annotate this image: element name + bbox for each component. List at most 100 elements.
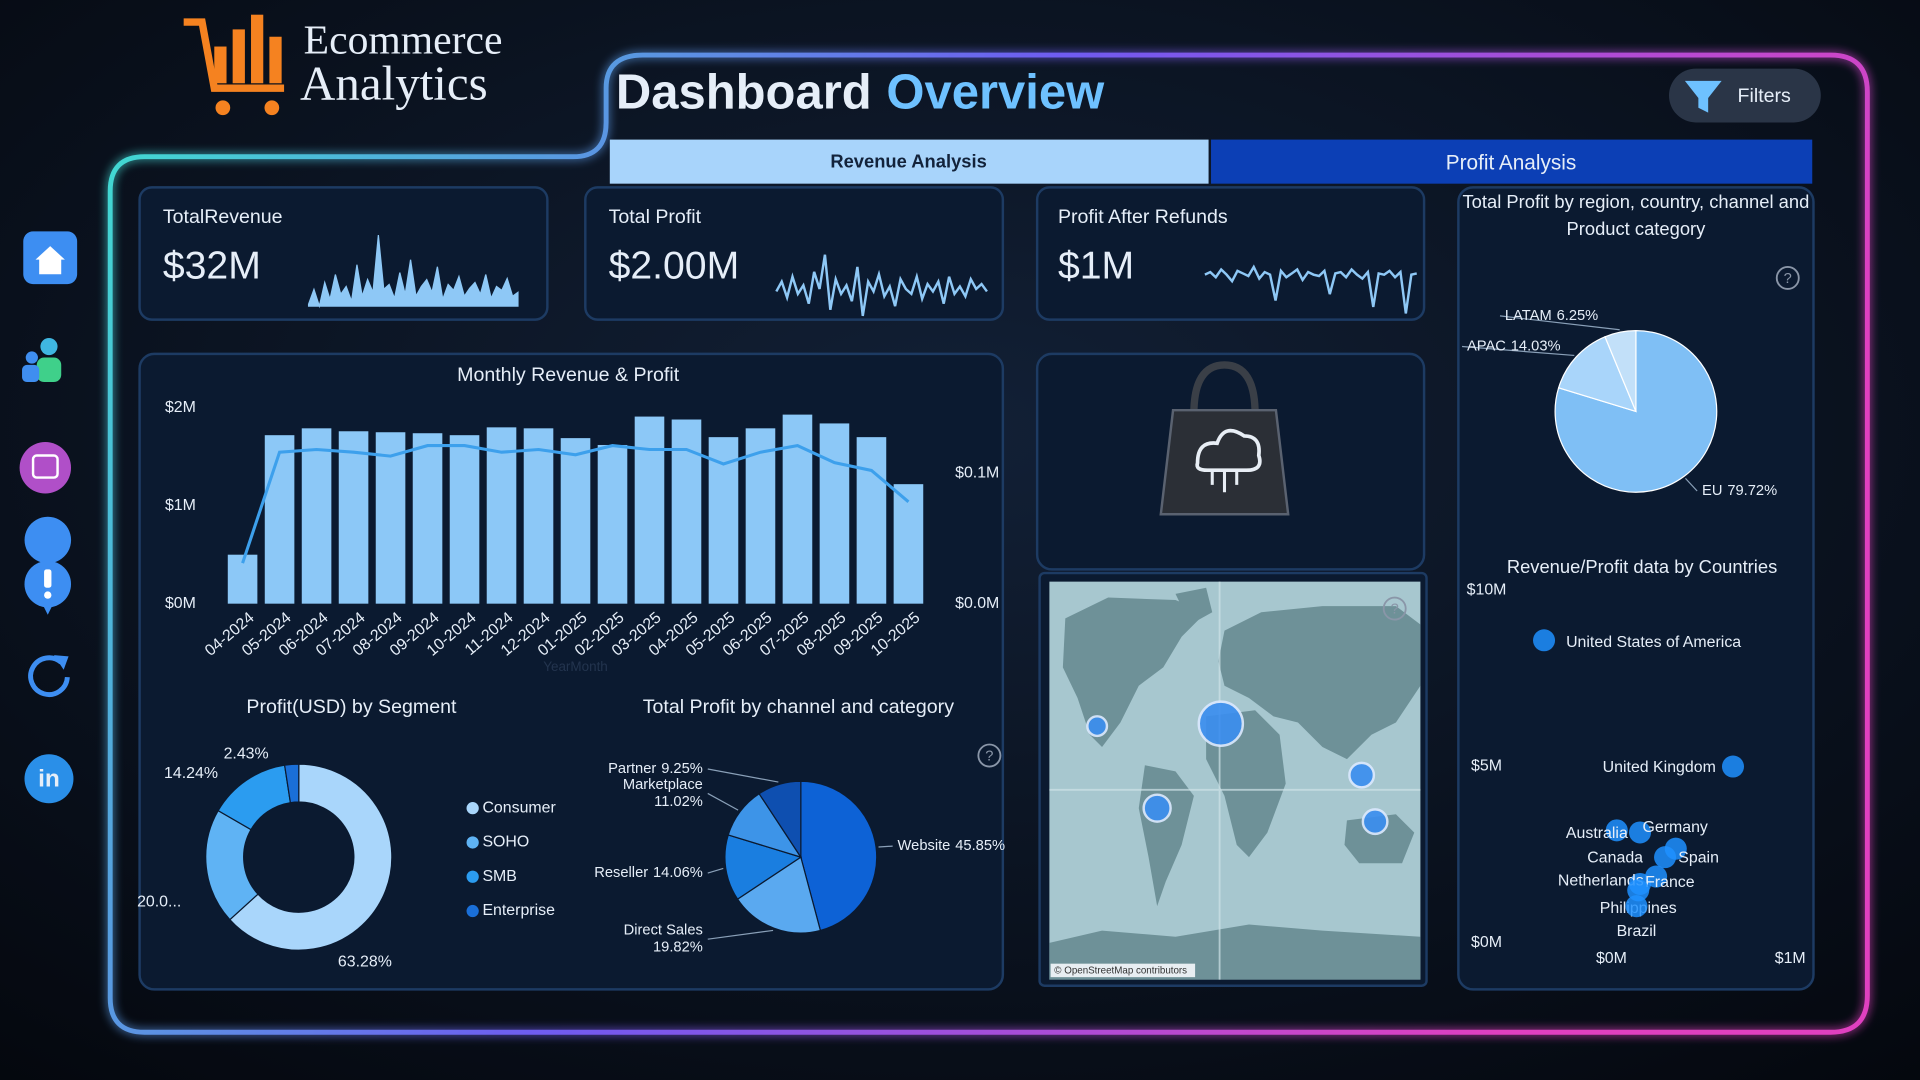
help-glyph[interactable]: ? bbox=[1391, 602, 1399, 618]
bar bbox=[486, 427, 517, 604]
bar bbox=[264, 435, 295, 604]
scatter-point bbox=[1645, 865, 1668, 888]
slice-label: 2.43% bbox=[224, 745, 269, 762]
x-tick-label: $1M bbox=[1775, 950, 1806, 967]
y-tick-label: $2M bbox=[165, 399, 196, 416]
point-label: Germany bbox=[1642, 819, 1707, 836]
sparkline bbox=[1204, 264, 1418, 314]
y-tick-label: $0M bbox=[165, 595, 196, 612]
slice-name: Reseller bbox=[594, 865, 648, 881]
x-axis-label: YearMonth bbox=[543, 659, 608, 674]
filters-label[interactable]: Filters bbox=[1738, 85, 1792, 107]
slice-value: 11.02% bbox=[654, 794, 703, 810]
tab[interactable] bbox=[1211, 139, 1813, 184]
legend-swatch bbox=[466, 904, 479, 918]
home-glyph bbox=[35, 246, 65, 275]
chart-title: Total Profit by channel and category bbox=[643, 696, 954, 718]
region-title-box: Total Profit by region, country, channel… bbox=[1462, 192, 1810, 240]
credit-bg bbox=[1050, 963, 1196, 978]
slice-value: 14.06% bbox=[653, 865, 703, 881]
leader-line bbox=[707, 768, 779, 783]
scatter-point bbox=[1605, 819, 1628, 842]
leader-line bbox=[707, 929, 774, 940]
point-label: Spain bbox=[1678, 850, 1719, 867]
alert-icon[interactable] bbox=[24, 516, 72, 615]
bar bbox=[523, 428, 554, 604]
slice bbox=[283, 763, 300, 804]
kpi-value: $32M bbox=[163, 245, 261, 288]
map-bubbles bbox=[1086, 700, 1389, 836]
logo-icon bbox=[183, 14, 285, 116]
chart-title: Total Profit by region, country, channel… bbox=[1462, 192, 1810, 240]
tab-label[interactable]: Revenue Analysis bbox=[830, 151, 986, 172]
slice-value: 14.03% bbox=[1511, 338, 1561, 354]
leader-line bbox=[878, 845, 893, 848]
title-part: Overview bbox=[886, 65, 1105, 119]
linkedin-glyph: in bbox=[38, 765, 60, 792]
slice-value: 6.25% bbox=[1557, 308, 1599, 324]
slice bbox=[758, 780, 802, 860]
scatter-point bbox=[1664, 837, 1687, 860]
help-glyph[interactable]: ? bbox=[985, 749, 993, 765]
store-glyph bbox=[31, 454, 59, 479]
slice-label: 20.0... bbox=[137, 894, 181, 911]
leader-line bbox=[1684, 477, 1698, 492]
refresh-icon[interactable] bbox=[28, 655, 70, 697]
title-part: Dashboard bbox=[616, 65, 872, 119]
slice-value: 19.82% bbox=[653, 940, 703, 956]
bar bbox=[856, 437, 887, 604]
filters-button[interactable]: Filters bbox=[1668, 68, 1821, 123]
bag-icon bbox=[1159, 361, 1290, 516]
store-icon[interactable] bbox=[19, 442, 72, 494]
slice-label: Reseller 14.06% bbox=[594, 865, 703, 881]
slice-label: Marketplace bbox=[623, 777, 703, 793]
alert-glyph bbox=[44, 569, 52, 588]
leader-line bbox=[707, 867, 724, 874]
bar bbox=[819, 423, 850, 604]
people-icon[interactable] bbox=[22, 337, 62, 383]
scatter-point bbox=[1629, 821, 1652, 844]
y2-tick-label: $0.0M bbox=[955, 595, 999, 612]
leader-line bbox=[1461, 345, 1575, 357]
kpi-label: Profit After Refunds bbox=[1058, 206, 1228, 228]
legend-label: SMB bbox=[482, 868, 516, 885]
chart-card bbox=[1457, 186, 1815, 991]
x-tick-label: $0M bbox=[1596, 950, 1627, 967]
slice-label: Partner 9.25% bbox=[608, 761, 703, 777]
bar bbox=[597, 444, 628, 604]
slice bbox=[1604, 329, 1637, 412]
tab-label[interactable]: Profit Analysis bbox=[1446, 152, 1577, 175]
y-tick-label: $10M bbox=[1467, 581, 1507, 598]
chart-title: Profit(USD) by Segment bbox=[246, 696, 457, 718]
point-label: Australia bbox=[1566, 825, 1628, 842]
bar bbox=[745, 428, 776, 604]
point-label: Brazil bbox=[1617, 923, 1657, 940]
help-glyph[interactable]: ? bbox=[1784, 271, 1792, 287]
legend-label: SOHO bbox=[482, 834, 529, 851]
slice-name: EU bbox=[1702, 483, 1722, 499]
legend-label: Consumer bbox=[482, 799, 556, 816]
slice-label: 14.24% bbox=[164, 765, 218, 782]
slice-label: 63.28% bbox=[338, 954, 392, 971]
scatter-point bbox=[1721, 755, 1745, 778]
slice-label: EU 79.72% bbox=[1702, 483, 1777, 499]
bar bbox=[449, 435, 480, 604]
page-title: Dashboard Overview bbox=[616, 65, 1105, 119]
bar bbox=[893, 484, 924, 604]
kpi-value: $2.00M bbox=[609, 245, 740, 288]
help-icons bbox=[977, 266, 1800, 768]
tab[interactable] bbox=[609, 139, 1209, 184]
y2-tick-label: $0.1M bbox=[955, 464, 999, 481]
linkedin-icon[interactable] bbox=[24, 754, 74, 804]
legend-label: Enterprise bbox=[482, 902, 555, 919]
logo-line-1: Ecommerce bbox=[304, 18, 503, 64]
slice bbox=[736, 856, 822, 934]
legend-swatch bbox=[466, 836, 479, 849]
y-tick-label: $0M bbox=[1471, 934, 1502, 951]
refresh-arrow bbox=[53, 655, 69, 670]
bar bbox=[671, 419, 702, 604]
bar bbox=[782, 414, 813, 604]
bar bbox=[634, 416, 665, 604]
slice-value: 9.25% bbox=[661, 761, 703, 777]
